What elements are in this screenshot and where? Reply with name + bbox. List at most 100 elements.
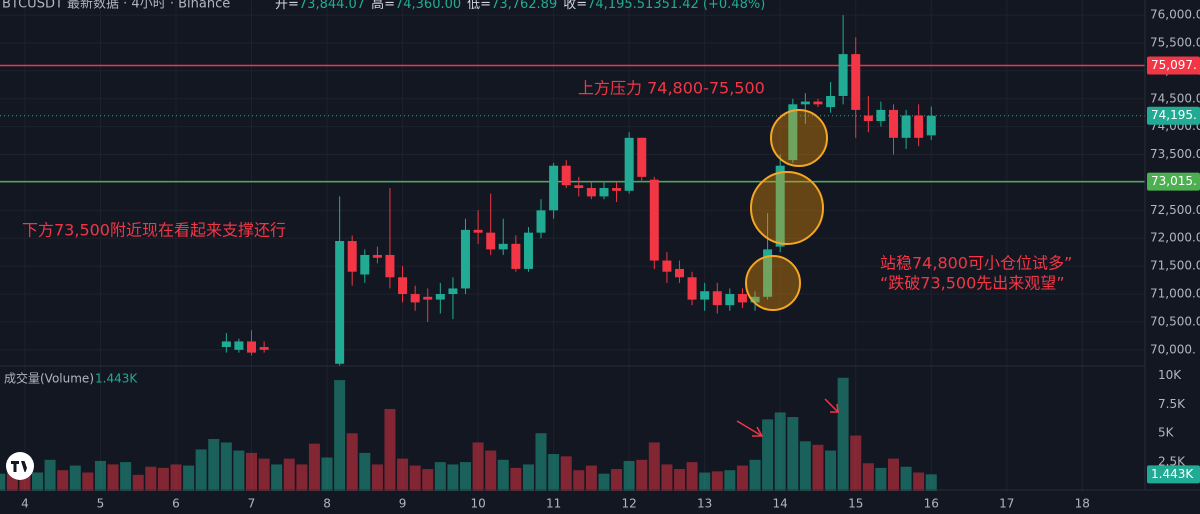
- y-tick-label: 73,500.0: [1150, 147, 1200, 161]
- legend-value: 74,195.51: [587, 0, 653, 12]
- volume-bar: [246, 452, 258, 491]
- candle-body: [486, 232, 496, 250]
- volume-bar: [183, 465, 195, 491]
- volume-bar: [145, 466, 157, 491]
- legend-label: 开=: [275, 0, 299, 12]
- candle-body: [599, 188, 609, 197]
- volume-bar: [44, 459, 56, 491]
- volume-bar: [925, 474, 937, 491]
- x-tick-label: 11: [546, 497, 561, 511]
- volume-bar: [787, 417, 799, 491]
- level-box: [1147, 56, 1200, 75]
- x-tick-label: 18: [1075, 497, 1090, 511]
- volume-bar: [762, 419, 774, 491]
- candle-body: [649, 179, 659, 261]
- volume-bar: [887, 458, 899, 491]
- volume-bar: [900, 466, 912, 491]
- volume-title: 成交量(Volume): [4, 371, 94, 386]
- y-tick-label: 70,500.0: [1150, 314, 1200, 328]
- candle-body: [423, 296, 433, 300]
- level-box: [1147, 106, 1200, 125]
- volume-bar: [434, 462, 446, 491]
- volume-bar: [283, 458, 295, 491]
- volume-bar: [812, 444, 824, 491]
- candle-body: [750, 296, 760, 303]
- legend-label: 低=: [467, 0, 491, 12]
- volume-last: 1.443K: [95, 372, 138, 386]
- y-tick-label: 75,500.0: [1150, 35, 1200, 49]
- candle-body: [800, 101, 810, 105]
- levels: [0, 64, 1145, 183]
- volume-bar: [825, 450, 837, 491]
- annotation: “跌破73,500先出来观望”: [880, 274, 1065, 293]
- volume-pane: [0, 377, 937, 491]
- volume-bar: [850, 435, 862, 491]
- arrows: [736, 398, 839, 437]
- volume-bar: [120, 462, 132, 491]
- logo: [6, 452, 34, 480]
- candle-body: [914, 115, 924, 138]
- y-tick-label: 72,500.0: [1150, 203, 1200, 217]
- volume-tick-label: 2.5K: [1158, 455, 1186, 469]
- candle-body: [360, 254, 370, 275]
- candle-body: [410, 294, 420, 303]
- candle-body: [473, 229, 483, 233]
- volume-bar: [699, 472, 711, 491]
- y-tick-label: 70,000.: [1150, 342, 1196, 356]
- candle-body: [901, 115, 911, 138]
- candle-body: [523, 232, 533, 269]
- candle-body: [435, 294, 445, 300]
- volume-bar: [371, 464, 383, 491]
- volume-bar: [459, 462, 471, 491]
- axes: 70,000. 70,500.0 71,000.0 71,500.0 72,000.0 7…: [21, 8, 1200, 511]
- candle-body: [725, 294, 735, 306]
- volume-bar: [724, 470, 736, 491]
- volume-bar: [258, 458, 270, 491]
- volume-bar: [170, 464, 182, 491]
- logo-mark: [11, 461, 27, 472]
- volume-bar: [636, 459, 648, 491]
- volume-bar: [57, 470, 69, 491]
- x-tick-label: 13: [697, 497, 712, 511]
- volume-bar: [32, 472, 44, 491]
- candle-body: [675, 268, 685, 278]
- candle-body: [549, 165, 559, 211]
- volume-bar: [233, 450, 245, 491]
- volume-bar: [69, 465, 81, 491]
- level-label: 75,097.: [1151, 58, 1197, 72]
- candle-body: [498, 243, 508, 250]
- volume-bar: [749, 459, 761, 491]
- logo-circle: [6, 452, 34, 480]
- candle-body: [826, 95, 836, 108]
- candle-body: [448, 288, 458, 295]
- candle-body: [335, 241, 345, 364]
- volume-bar: [132, 474, 144, 491]
- volume-bar: [422, 469, 434, 491]
- volume-bar: [799, 441, 811, 491]
- candle-body: [372, 254, 382, 258]
- highlights: [745, 109, 828, 311]
- volume-bar: [573, 470, 585, 491]
- x-tick-label: 10: [470, 497, 485, 511]
- y-tick-label: 72,000.0: [1150, 231, 1200, 245]
- candle-body: [700, 291, 710, 300]
- volume-bar: [346, 433, 358, 491]
- volume-bar: [674, 469, 686, 491]
- candle-body: [851, 54, 861, 110]
- volume-bar: [736, 465, 748, 491]
- annotation: 站稳74,800可小仓位试多”: [880, 254, 1072, 273]
- volume-bar: [711, 471, 723, 491]
- candle-body: [838, 54, 848, 96]
- volume-bar: [837, 377, 849, 491]
- volume-bar: [875, 467, 887, 491]
- volume-bar: [271, 464, 283, 491]
- candle-body: [347, 241, 357, 272]
- candle-body: [385, 254, 395, 278]
- level-label: 74,195.: [1151, 108, 1197, 122]
- candle-body: [662, 260, 672, 272]
- legend-value: 73,762.89: [491, 0, 557, 12]
- candle-body: [712, 291, 722, 306]
- candle-body: [876, 109, 886, 122]
- volume-bar: [334, 380, 346, 491]
- candles: [221, 15, 936, 367]
